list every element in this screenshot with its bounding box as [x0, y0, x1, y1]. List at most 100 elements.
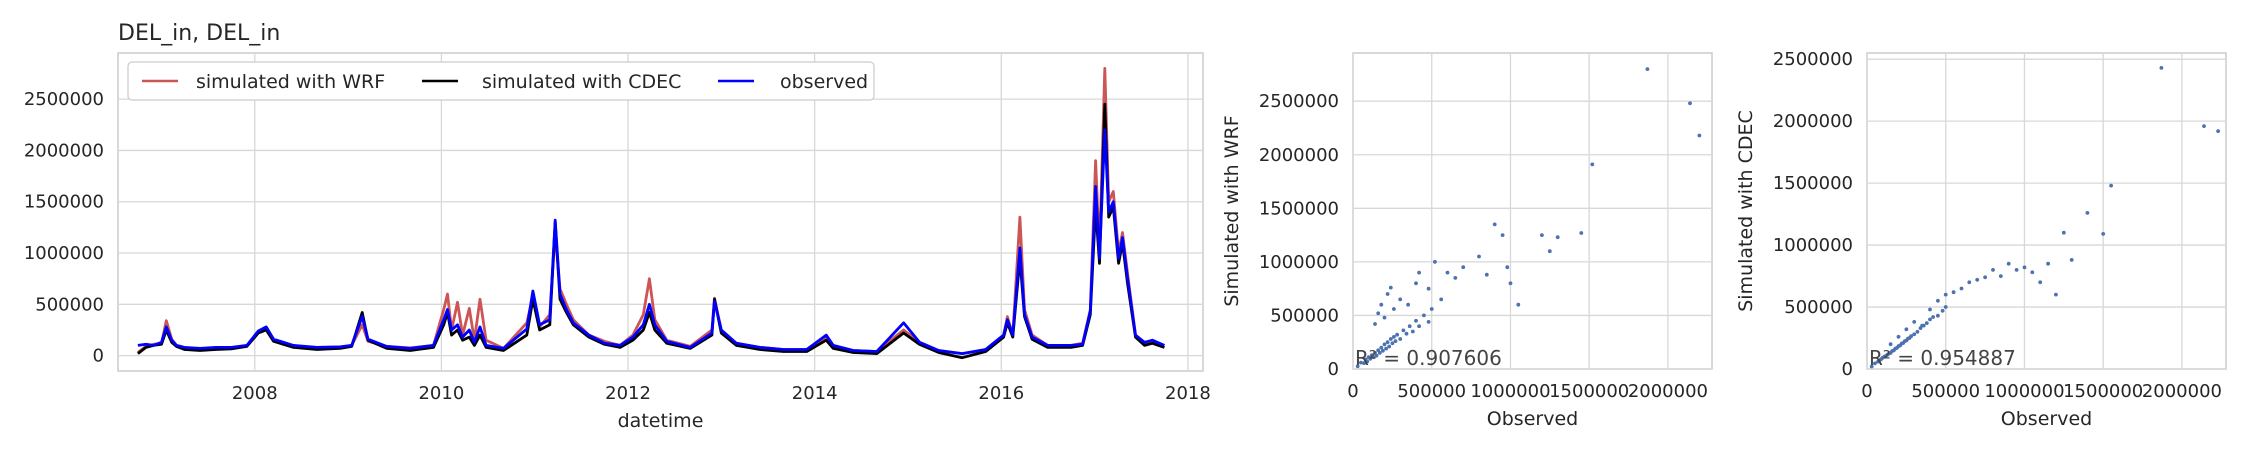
scatter-cdec-point [2038, 280, 2043, 285]
scatter-wrf-point [1516, 302, 1521, 307]
scatter-wrf-point [1392, 335, 1396, 339]
timeseries-x-tick-label: 2008 [232, 383, 278, 404]
scatter-wrf-point [1392, 307, 1396, 311]
scatter-cdec-point [1915, 329, 1920, 334]
scatter-cdec-r2-annotation: R² = 0.954887 [1869, 346, 2016, 370]
scatter-cdec-y-tick-label: 1000000 [1773, 235, 1853, 256]
scatter-cdec-point [1924, 321, 1929, 325]
scatter-cdec-point [2046, 261, 2050, 266]
scatter-cdec-point [1936, 298, 1940, 303]
scatter-wrf-point [1385, 292, 1390, 296]
scatter-cdec-point [1928, 317, 1932, 322]
scatter-wrf-point [1579, 231, 1584, 235]
scatter-wrf-y-tick-label: 0 [1328, 359, 1339, 380]
scatter-wrf-y-tick-label: 1000000 [1259, 252, 1339, 273]
scatter-cdec-point [1888, 342, 1893, 347]
scatter-cdec-point [1959, 286, 1964, 291]
scatter-cdec-point [1943, 305, 1948, 309]
timeseries-y-tick-label: 500000 [35, 294, 104, 315]
scatter-wrf-y-tick-label: 500000 [1270, 305, 1339, 326]
scatter-wrf-point [1379, 302, 1384, 307]
scatter-cdec-plot-area [1866, 52, 2227, 370]
scatter-wrf-point [1417, 270, 1421, 275]
timeseries-y-ticks: 0 500000 1000000 1500000 2000000 2500000 [24, 89, 104, 366]
scatter-wrf-x-tick-label: 500000 [1397, 381, 1466, 402]
scatter-wrf-point [1377, 351, 1382, 355]
scatter-wrf-x-tick-label: 0 [1347, 381, 1358, 402]
scatter-wrf-point [1406, 302, 1410, 307]
scatter-wrf-point [1645, 67, 1650, 71]
scatter-wrf-point [1555, 235, 1560, 240]
timeseries-y-tick-label: 2500000 [24, 89, 104, 110]
scatter-wrf-point [1697, 133, 1702, 138]
scatter-cdec-point [1896, 334, 1901, 339]
scatter-cdec-point [2006, 261, 2011, 266]
scatter-wrf-point [1393, 339, 1398, 343]
scatter-wrf-r2-annotation: R² = 0.907606 [1355, 346, 1502, 370]
scatter-wrf-point [1688, 101, 1692, 106]
timeseries-y-tick-label: 1000000 [24, 243, 104, 264]
scatter-cdec-y-label: Simulated with CDEC [1735, 110, 1757, 312]
scatter-cdec-y-tick-label: 2000000 [1773, 111, 1853, 132]
scatter-wrf-point [1414, 281, 1418, 286]
scatter-wrf-x-tick-label: 2000000 [1628, 381, 1708, 402]
scatter-wrf-point [1547, 249, 1552, 254]
legend-label-wrf: simulated with WRF [196, 71, 385, 93]
scatter-wrf-point [1404, 331, 1409, 336]
timeseries-x-tick-label: 2018 [1165, 383, 1211, 404]
timeseries-panel: 2008 2010 2012 2014 2016 2018 0 500000 1000000 1… [24, 21, 1211, 432]
scatter-cdec-point [1943, 292, 1948, 297]
scatter-cdec-point [1912, 332, 1917, 337]
scatter-wrf-point [1426, 286, 1431, 291]
scatter-wrf-point [1461, 265, 1466, 270]
scatter-cdec-point [1928, 307, 1932, 312]
timeseries-y-tick-label: 2000000 [24, 140, 104, 161]
scatter-cdec-x-tick-label: 1000000 [1984, 381, 2064, 402]
scatter-cdec-y-ticks: 0 500000 1000000 1500000 2000000 2500000 [1773, 49, 1853, 380]
scatter-cdec-x-tick-label: 500000 [1911, 381, 1980, 402]
scatter-wrf-point [1417, 324, 1421, 329]
scatter-wrf-y-tick-label: 1500000 [1259, 198, 1339, 219]
scatter-cdec-y-tick-label: 500000 [1784, 297, 1853, 318]
timeseries-x-tick-label: 2016 [978, 383, 1024, 404]
scatter-cdec-point [2216, 129, 2221, 134]
scatter-wrf-point [1500, 233, 1505, 238]
timeseries-y-tick-label: 0 [93, 346, 104, 367]
scatter-wrf-plot-area [1352, 52, 1713, 370]
scatter-cdec-point [1873, 361, 1877, 366]
scatter-wrf-point [1410, 329, 1415, 334]
timeseries-x-label: datetime [618, 410, 704, 432]
scatter-wrf-point [1382, 315, 1387, 320]
scatter-wrf-point [1407, 324, 1412, 329]
scatter-wrf-point [1371, 355, 1376, 360]
scatter-wrf-point [1368, 356, 1373, 361]
scatter-wrf-point [1477, 254, 1481, 259]
scatter-wrf-point [1590, 162, 1595, 167]
scatter-cdec-x-tick-label: 1500000 [2063, 381, 2143, 402]
timeseries-x-tick-label: 2012 [605, 383, 651, 404]
scatter-cdec-x-label: Observed [2001, 408, 2092, 430]
scatter-cdec-point [1904, 327, 1909, 332]
timeseries-x-ticks: 2008 2010 2012 2014 2016 2018 [232, 383, 1211, 404]
scatter-cdec-x-tick-label: 2000000 [2142, 381, 2222, 402]
scatter-cdec-point [1869, 364, 1874, 369]
scatter-cdec-grid [1866, 53, 2226, 370]
scatter-wrf-point [1484, 272, 1489, 277]
scatter-wrf-point [1445, 270, 1450, 275]
scatter-wrf-point [1429, 307, 1434, 311]
scatter-cdec-point [1991, 268, 1995, 272]
scatter-wrf-point [1401, 328, 1406, 333]
scatter-wrf-point [1390, 341, 1395, 346]
timeseries-x-tick-label: 2010 [418, 383, 464, 404]
scatter-cdec-x-tick-label: 0 [1861, 381, 1872, 402]
scatter-wrf-point [1376, 311, 1381, 316]
scatter-wrf-point [1384, 346, 1388, 351]
scatter-wrf-point [1433, 260, 1437, 264]
timeseries-lines [137, 67, 1165, 360]
scatter-wrf-x-tick-label: 1500000 [1549, 381, 1629, 402]
legend-box [127, 61, 875, 101]
